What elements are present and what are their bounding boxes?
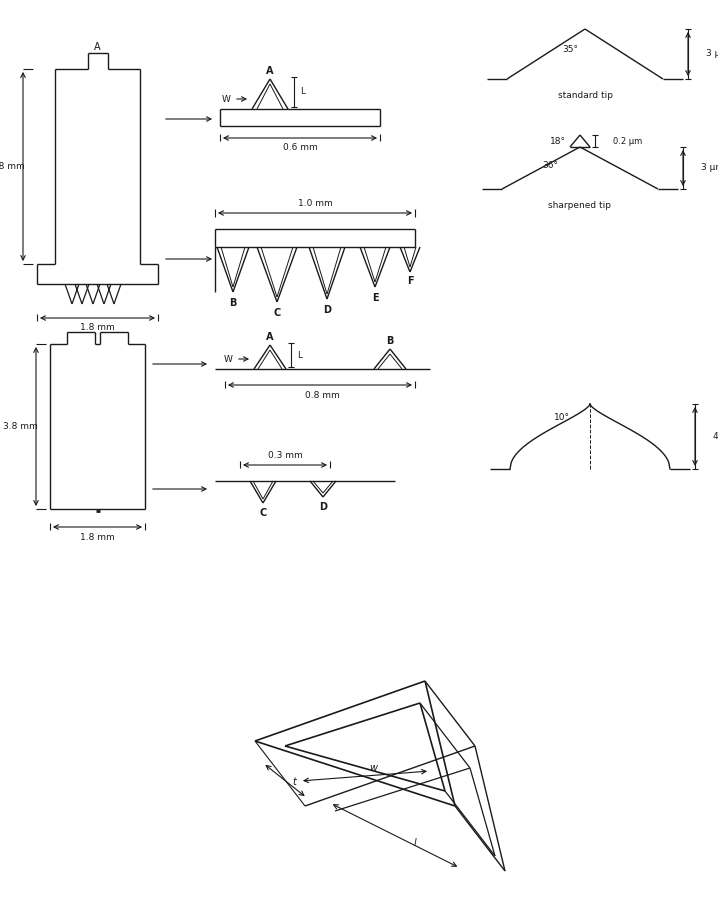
- Text: A: A: [266, 332, 274, 342]
- Text: 0.6 mm: 0.6 mm: [283, 144, 317, 153]
- Text: 3 µm: 3 µm: [706, 49, 718, 58]
- Text: C: C: [259, 508, 266, 518]
- Text: w: w: [369, 763, 377, 773]
- Text: 35°: 35°: [562, 45, 578, 54]
- Text: 0.2 µm: 0.2 µm: [613, 136, 642, 145]
- Text: 36°: 36°: [542, 161, 558, 169]
- Text: 1.0 mm: 1.0 mm: [298, 198, 332, 207]
- Text: standard tip: standard tip: [557, 91, 612, 99]
- Text: L: L: [301, 87, 305, 96]
- Text: D: D: [319, 502, 327, 512]
- Text: W: W: [222, 95, 230, 104]
- Text: L: L: [297, 351, 302, 359]
- Text: 18°: 18°: [550, 136, 566, 145]
- Text: B: B: [229, 298, 237, 308]
- Text: A: A: [266, 66, 274, 76]
- Text: l: l: [414, 838, 416, 848]
- Text: 3.8 mm: 3.8 mm: [0, 162, 24, 171]
- Text: 4 µm: 4 µm: [713, 432, 718, 441]
- Text: C: C: [274, 308, 281, 318]
- Text: W: W: [223, 355, 233, 364]
- Text: t: t: [292, 777, 296, 787]
- Text: 0.3 mm: 0.3 mm: [268, 451, 302, 460]
- Text: E: E: [372, 293, 378, 303]
- Text: sharpened tip: sharpened tip: [549, 201, 612, 209]
- Text: F: F: [406, 276, 414, 286]
- Text: 0.8 mm: 0.8 mm: [305, 391, 340, 399]
- Text: 10°: 10°: [554, 414, 570, 423]
- Text: 1.8 mm: 1.8 mm: [80, 533, 115, 542]
- Text: 1.8 mm: 1.8 mm: [80, 324, 115, 333]
- Text: A: A: [94, 42, 101, 52]
- Text: 3 µm: 3 µm: [701, 164, 718, 173]
- Text: B: B: [386, 336, 393, 346]
- Text: 3.8 mm: 3.8 mm: [3, 422, 37, 431]
- Text: D: D: [323, 305, 331, 315]
